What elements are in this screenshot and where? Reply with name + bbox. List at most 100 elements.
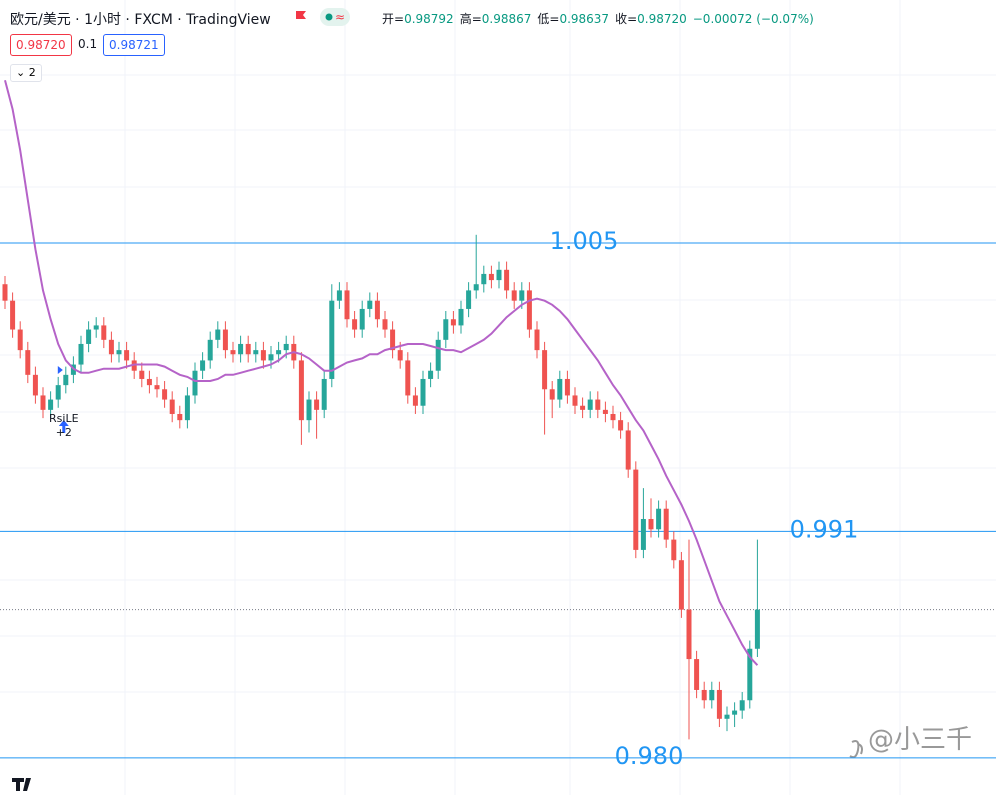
candle-body bbox=[466, 290, 472, 309]
candle-body bbox=[405, 360, 411, 396]
candle-body bbox=[420, 378, 426, 406]
candle-body bbox=[238, 343, 244, 355]
candle-body bbox=[336, 290, 342, 301]
candle-body bbox=[169, 399, 175, 414]
candle-body bbox=[625, 430, 631, 470]
entry-arrow bbox=[58, 420, 69, 433]
candle-body bbox=[48, 399, 54, 410]
signal-marker bbox=[57, 366, 63, 374]
candle-body bbox=[268, 354, 274, 361]
level-label: 0.980 bbox=[615, 742, 684, 770]
candle-body bbox=[656, 508, 662, 530]
candle-body bbox=[716, 689, 722, 719]
candle-body bbox=[633, 469, 639, 550]
watermark-text: @小三千 bbox=[868, 725, 972, 755]
candle-body bbox=[640, 519, 646, 550]
moving-average bbox=[4, 80, 759, 666]
collapse-button[interactable]: ⌄ 2 bbox=[10, 64, 42, 82]
candle-body bbox=[496, 269, 502, 281]
candle-body bbox=[412, 395, 418, 406]
candle-body bbox=[754, 609, 760, 649]
candle-body bbox=[732, 710, 738, 715]
candle-body bbox=[374, 300, 380, 320]
candle-body bbox=[390, 329, 396, 351]
candle-body bbox=[511, 290, 517, 301]
candle-body bbox=[382, 319, 388, 330]
candle-body bbox=[504, 269, 510, 291]
candle-body bbox=[253, 350, 259, 355]
candle-body bbox=[63, 374, 69, 386]
candle-body bbox=[131, 360, 137, 371]
candle-body bbox=[2, 284, 8, 301]
candle-body bbox=[587, 399, 593, 410]
candle-body bbox=[428, 370, 434, 379]
candle-body bbox=[10, 300, 16, 330]
candle-body bbox=[108, 339, 114, 355]
candle-body bbox=[367, 300, 373, 309]
candle-body bbox=[344, 290, 350, 320]
candle-body bbox=[116, 350, 122, 355]
legend-label: 开= bbox=[382, 12, 405, 26]
candle-body bbox=[618, 420, 624, 431]
candle-body bbox=[298, 360, 304, 421]
candle-body bbox=[32, 374, 38, 396]
header-icons: ≈ bbox=[296, 8, 350, 26]
annotation-label: RsiLE bbox=[49, 412, 79, 425]
candle-body bbox=[78, 343, 84, 365]
chevron: ⌄ bbox=[16, 66, 29, 79]
spread: 0.1 bbox=[78, 37, 98, 51]
candle-body bbox=[443, 319, 449, 340]
candle-body bbox=[564, 378, 570, 396]
candle-body bbox=[314, 399, 320, 410]
legend-value: 0.98792 bbox=[404, 12, 454, 26]
candle-body bbox=[450, 319, 456, 326]
legend-label: 高= bbox=[459, 12, 482, 26]
sell-price[interactable]: 0.98720 bbox=[10, 34, 72, 56]
candle-body bbox=[359, 308, 365, 330]
symbol-title: 欧元/美元 · 1小时 · FXCM · TradingView bbox=[10, 12, 271, 28]
collapse-count: 2 bbox=[28, 66, 36, 79]
candle-body bbox=[678, 560, 684, 610]
candle-body bbox=[245, 343, 251, 355]
candle-body bbox=[200, 360, 206, 371]
candle-body bbox=[352, 319, 358, 330]
candle-body bbox=[93, 325, 99, 330]
candle-body bbox=[139, 370, 145, 379]
candle-body bbox=[306, 399, 312, 421]
candle-body bbox=[435, 339, 441, 371]
candle-body bbox=[230, 350, 236, 355]
candle-body bbox=[542, 350, 548, 390]
candle-body bbox=[701, 689, 707, 701]
candle-body bbox=[709, 689, 715, 701]
candle-body bbox=[473, 284, 479, 291]
legend-label: 收= bbox=[615, 12, 638, 26]
candle-body bbox=[602, 409, 608, 414]
candle-body bbox=[124, 350, 130, 361]
candle-body bbox=[215, 329, 221, 340]
candle-body bbox=[724, 714, 730, 719]
candle-body bbox=[146, 378, 152, 386]
candle-body bbox=[192, 370, 198, 396]
candle-body bbox=[86, 329, 92, 344]
candle-body bbox=[526, 290, 532, 330]
candle-body bbox=[458, 308, 464, 326]
candle-body bbox=[572, 395, 578, 406]
annotation-qty: +2 bbox=[56, 426, 72, 439]
candle-body bbox=[329, 300, 335, 379]
candle-body bbox=[40, 395, 46, 410]
candle-body bbox=[397, 350, 403, 361]
buy-price[interactable]: 0.98721 bbox=[103, 34, 165, 56]
level-label: 0.991 bbox=[790, 515, 859, 543]
candle-body bbox=[580, 405, 586, 410]
legend-value: 0.98637 bbox=[559, 12, 610, 26]
candle-body bbox=[283, 343, 289, 351]
candle-body bbox=[25, 350, 31, 375]
candle-body bbox=[162, 389, 168, 400]
candle-body bbox=[101, 325, 107, 340]
candle-body bbox=[694, 659, 700, 690]
candle-body bbox=[549, 389, 555, 400]
legend-value: 0.98720 bbox=[637, 12, 687, 26]
